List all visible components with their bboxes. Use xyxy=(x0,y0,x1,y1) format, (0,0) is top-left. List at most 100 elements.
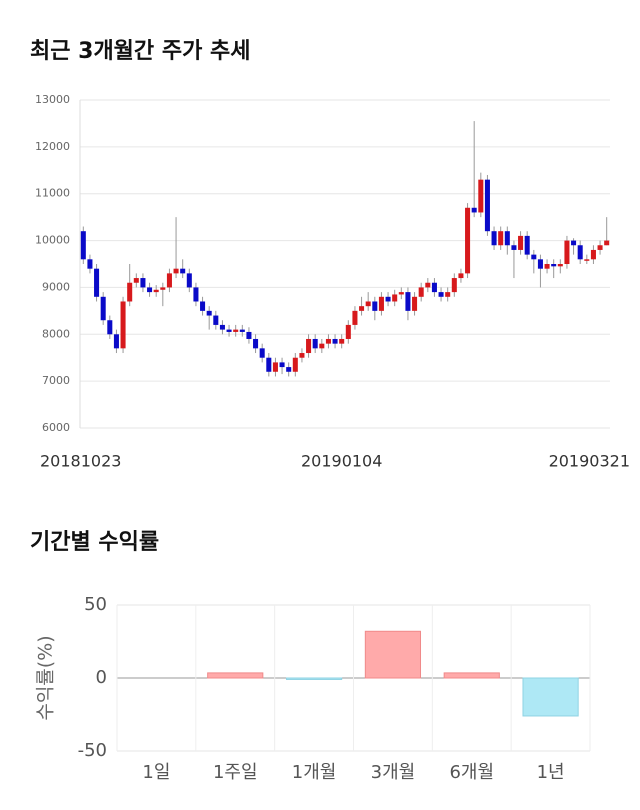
candle-body xyxy=(445,292,451,297)
y-tick-label: 50 xyxy=(84,594,107,615)
candle-body xyxy=(226,329,232,332)
candle-body xyxy=(193,287,199,302)
candle-body xyxy=(253,338,259,349)
candle-body xyxy=(498,231,504,246)
y-tick-label: 13000 xyxy=(35,93,70,106)
y-tick-label: -50 xyxy=(78,740,107,761)
candle-body xyxy=(233,329,239,332)
y-tick-label: 11000 xyxy=(35,187,70,200)
candle-body xyxy=(147,287,153,293)
x-tick-label: 3개월 xyxy=(371,762,416,783)
candle-body xyxy=(166,273,172,288)
bar xyxy=(207,672,264,679)
candle-body xyxy=(200,301,206,311)
candle-body xyxy=(518,235,524,250)
candle-body xyxy=(286,367,292,372)
candle-body xyxy=(359,306,365,311)
candle-body xyxy=(484,179,490,232)
candle-body xyxy=(160,287,166,290)
y-tick-label: 0 xyxy=(96,667,107,688)
candle-body xyxy=(385,296,391,302)
candle-body xyxy=(127,282,133,302)
candle-body xyxy=(153,289,159,293)
candle-body xyxy=(372,301,378,311)
candle-body xyxy=(551,264,557,267)
candle-body xyxy=(312,338,318,349)
bar xyxy=(364,630,422,679)
y-tick-label: 9000 xyxy=(42,280,70,293)
candle-body xyxy=(219,324,225,330)
chart-title: 기간별 수익률 xyxy=(30,530,159,555)
candle-body xyxy=(325,338,331,344)
x-tick-label: 20190104 xyxy=(301,452,382,471)
y-tick-label: 6000 xyxy=(42,421,70,434)
candle-body xyxy=(398,292,404,295)
bar xyxy=(285,677,343,680)
candle-body xyxy=(564,240,570,264)
candle-body xyxy=(471,207,477,213)
candle-body xyxy=(120,301,126,349)
candle-body xyxy=(604,240,610,246)
candle-body xyxy=(405,292,411,311)
x-tick-label: 1년 xyxy=(537,762,565,783)
candle-body xyxy=(597,245,603,250)
x-tick-label: 1일 xyxy=(142,762,170,783)
candle-body xyxy=(272,362,278,372)
candle-body xyxy=(100,296,106,321)
candle-body xyxy=(292,357,298,372)
candle-body xyxy=(577,245,583,260)
candle-body xyxy=(94,268,100,297)
chart-title: 최근 3개월간 주가 추세 xyxy=(30,39,250,64)
candle-body xyxy=(173,268,179,274)
candle-body xyxy=(352,310,358,325)
candle-body xyxy=(491,231,497,246)
candle-body xyxy=(584,259,590,261)
candle-body xyxy=(259,348,265,358)
y-axis-label: 수익률(%) xyxy=(35,635,57,720)
candle-body xyxy=(418,287,424,297)
bar xyxy=(443,672,500,679)
x-tick-label: 1주일 xyxy=(213,762,258,783)
candle-body xyxy=(113,334,119,349)
candle-body xyxy=(107,320,113,335)
candle-body xyxy=(478,179,484,213)
candle-body xyxy=(365,301,371,307)
candle-body xyxy=(332,338,338,344)
bar xyxy=(522,677,579,717)
candle-body xyxy=(80,231,86,260)
y-tick-label: 10000 xyxy=(35,234,70,247)
candle-body xyxy=(306,338,312,354)
candle-body xyxy=(425,282,431,288)
candle-body xyxy=(87,259,93,269)
candle-body xyxy=(246,331,252,339)
candle-body xyxy=(140,278,146,288)
candle-body xyxy=(531,254,537,260)
candle-body xyxy=(557,264,563,267)
candle-body xyxy=(537,259,543,269)
candle-body xyxy=(239,329,245,332)
candle-body xyxy=(213,315,219,325)
candle-body xyxy=(299,353,305,358)
y-tick-label: 8000 xyxy=(42,327,70,340)
x-tick-label: 20181023 xyxy=(40,452,121,471)
candle-body xyxy=(590,249,596,260)
y-tick-label: 12000 xyxy=(35,140,70,153)
candle-body xyxy=(431,282,437,293)
candle-body xyxy=(206,310,212,316)
candle-body xyxy=(378,296,384,311)
candle-body xyxy=(451,278,457,293)
x-tick-label: 6개월 xyxy=(449,762,494,783)
candle-body xyxy=(458,273,464,279)
candle-body xyxy=(392,294,398,302)
candle-body xyxy=(266,357,272,372)
candle-body xyxy=(511,245,517,250)
x-tick-label: 1개월 xyxy=(292,762,337,783)
candle-body xyxy=(186,273,192,288)
candle-body xyxy=(319,343,325,349)
candle-body xyxy=(133,278,139,283)
candle-body xyxy=(504,231,510,246)
candle-body xyxy=(279,362,285,368)
candle-body xyxy=(345,324,351,339)
candle-body xyxy=(571,240,577,246)
